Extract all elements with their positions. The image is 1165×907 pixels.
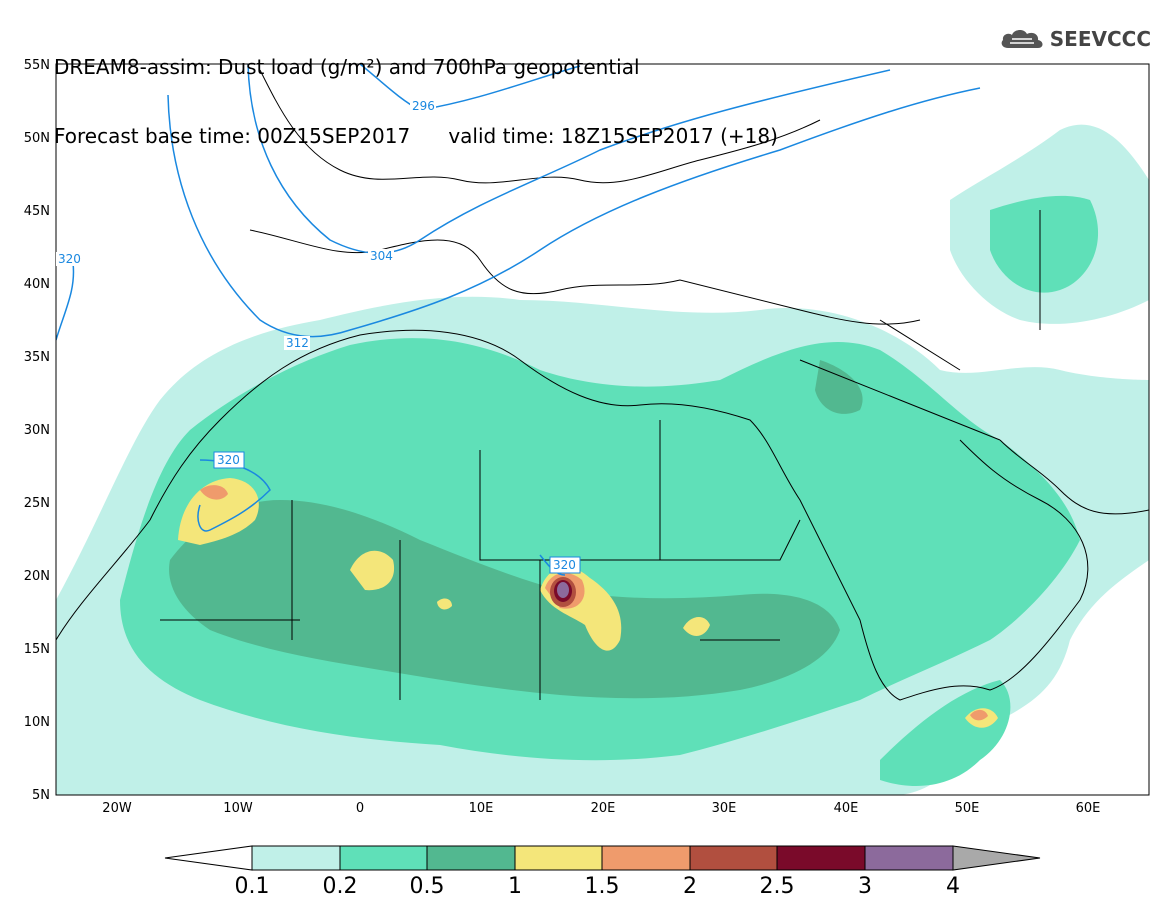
map-content xyxy=(56,64,1149,795)
colorbar-label: 0.5 xyxy=(410,874,445,899)
lat-axis: 55N 50N 45N 40N 35N 30N 25N 20N 15N 10N … xyxy=(24,58,50,803)
lat-tick: 40N xyxy=(24,277,50,292)
colorbar-right-arrow xyxy=(952,845,1041,871)
cloud-icon xyxy=(1001,29,1043,48)
colorbar-label: 0.1 xyxy=(235,874,270,899)
dust-shade-05 xyxy=(169,360,863,699)
colorbar-label: 3 xyxy=(858,874,872,899)
lon-axis: 20W 10W 0 10E 20E 30E 40E 50E 60E xyxy=(102,801,1100,816)
colorbar-left-arrow xyxy=(164,845,253,871)
geopotential-label-320-mauritania: 320 xyxy=(217,453,240,467)
lat-tick: 5N xyxy=(32,788,50,803)
coastlines xyxy=(56,69,1149,701)
map-title: DREAM8-assim: Dust load (g/m²) and 700hP… xyxy=(54,10,778,171)
colorbar-label: 2.5 xyxy=(760,874,795,899)
geopotential-label-group: 296 304 312 320 320 320 xyxy=(56,99,581,574)
colorbar-segment xyxy=(864,845,954,871)
lat-tick: 30N xyxy=(24,423,50,438)
colorbar: 0.1 0.2 0.5 1 1.5 2 2.5 3 4 xyxy=(164,845,1041,899)
lon-tick: 0 xyxy=(356,801,364,816)
dust-shade-3 xyxy=(557,582,569,598)
lon-tick: 10E xyxy=(469,801,494,816)
geopotential-label-312: 312 xyxy=(286,336,309,350)
lat-tick: 50N xyxy=(24,131,50,146)
lat-tick: 45N xyxy=(24,204,50,219)
lon-tick: 10W xyxy=(223,801,253,816)
geopotential-label-304: 304 xyxy=(370,249,393,263)
colorbar-segment xyxy=(776,845,866,871)
colorbar-label: 1 xyxy=(508,874,522,899)
colorbar-segment xyxy=(426,845,516,871)
title-line-2: Forecast base time: 00Z15SEP2017 valid t… xyxy=(54,124,778,148)
colorbar-segment xyxy=(251,845,341,871)
colorbar-segment xyxy=(339,845,428,871)
lon-tick: 40E xyxy=(834,801,859,816)
colorbar-segment xyxy=(601,845,691,871)
colorbar-label: 2 xyxy=(683,874,697,899)
lat-tick: 55N xyxy=(24,58,50,73)
geopotential-label-296: 296 xyxy=(412,99,435,113)
lat-tick: 10N xyxy=(24,715,50,730)
lat-tick: 35N xyxy=(24,350,50,365)
lat-tick: 15N xyxy=(24,642,50,657)
colorbar-label: 0.2 xyxy=(323,874,358,899)
lon-tick: 20W xyxy=(102,801,132,816)
colorbar-label: 4 xyxy=(946,874,960,899)
map-frame xyxy=(55,63,1150,796)
lon-tick: 60E xyxy=(1076,801,1101,816)
lon-tick: 20E xyxy=(591,801,616,816)
seevccc-logo: SEEVCCC xyxy=(998,26,1151,52)
lon-tick: 50E xyxy=(955,801,980,816)
logo-text: SEEVCCC xyxy=(1049,27,1151,51)
colorbar-segment xyxy=(514,845,603,871)
geopotential-label-320-chad: 320 xyxy=(553,558,576,572)
colorbar-label: 1.5 xyxy=(585,874,620,899)
colorbar-segment xyxy=(689,845,778,871)
lon-tick: 30E xyxy=(712,801,737,816)
lat-tick: 20N xyxy=(24,569,50,584)
lat-tick: 25N xyxy=(24,496,50,511)
geopotential-label-320-west: 320 xyxy=(58,252,81,266)
title-line-1: DREAM8-assim: Dust load (g/m²) and 700hP… xyxy=(54,55,640,79)
